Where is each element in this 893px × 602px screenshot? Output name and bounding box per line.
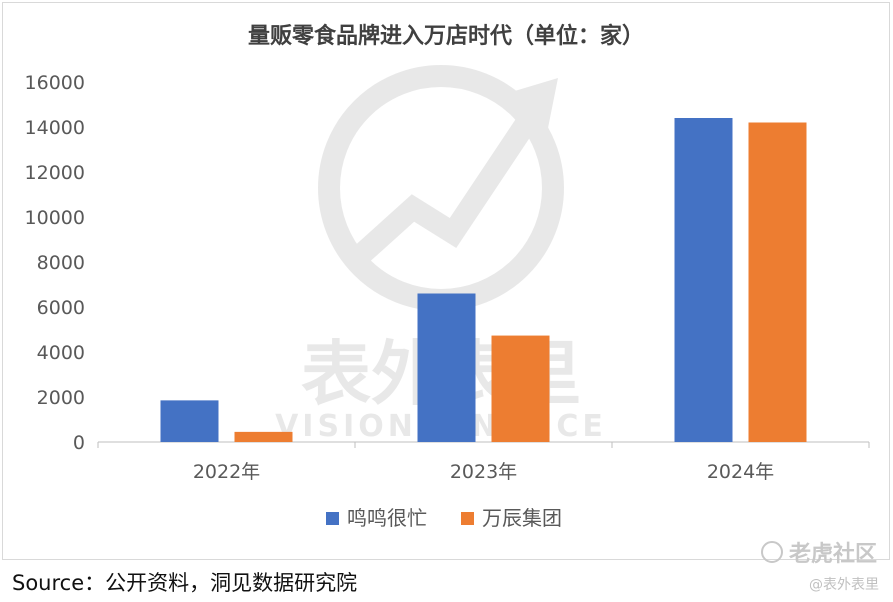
y-tick-label: 14000 bbox=[25, 117, 85, 139]
y-tick-label: 6000 bbox=[37, 297, 85, 319]
y-axis: 16000 14000 12000 10000 8000 6000 4000 2000 0 bbox=[25, 72, 85, 454]
y-tick-label: 0 bbox=[73, 432, 85, 454]
bar bbox=[674, 118, 733, 442]
legend-swatch bbox=[461, 512, 474, 525]
paw-icon bbox=[760, 541, 783, 563]
corner-logo-text: 老虎社区 bbox=[788, 542, 877, 567]
y-tick-label: 2000 bbox=[37, 387, 85, 409]
bar bbox=[748, 122, 807, 442]
legend: 鸣鸣很忙 万辰集团 bbox=[326, 506, 562, 530]
bar-chart: 表外表里 VISION FINANCE 量贩零食品牌进入万店时代（单位：家） 1… bbox=[25, 23, 870, 530]
x-tick-label: 2024年 bbox=[707, 461, 774, 483]
x-tick-label: 2022年 bbox=[193, 461, 260, 483]
source-note: Source：公开资料，洞见数据研究院 bbox=[12, 571, 358, 595]
bar bbox=[491, 335, 550, 442]
bar bbox=[160, 400, 219, 442]
y-tick-label: 4000 bbox=[37, 342, 85, 364]
x-axis: 2022年 2023年 2024年 bbox=[97, 441, 870, 483]
bars bbox=[160, 118, 807, 442]
bar bbox=[417, 293, 476, 442]
legend-label: 鸣鸣很忙 bbox=[347, 506, 427, 530]
corner-watermark-handle: @表外表里 bbox=[809, 577, 879, 593]
bar bbox=[234, 431, 293, 442]
y-tick-label: 8000 bbox=[37, 252, 85, 274]
y-tick-label: 12000 bbox=[25, 162, 85, 184]
y-tick-label: 10000 bbox=[25, 207, 85, 229]
legend-label: 万辰集团 bbox=[482, 506, 562, 530]
legend-swatch bbox=[326, 512, 339, 525]
corner-watermark-logo: 老虎社区 bbox=[760, 536, 877, 568]
x-tick-label: 2023年 bbox=[450, 461, 517, 483]
chart-frame: 表外表里 VISION FINANCE 量贩零食品牌进入万店时代（单位：家） 1… bbox=[2, 2, 890, 560]
y-tick-label: 16000 bbox=[25, 72, 85, 94]
chart-title: 量贩零食品牌进入万店时代（单位：家） bbox=[248, 23, 644, 49]
